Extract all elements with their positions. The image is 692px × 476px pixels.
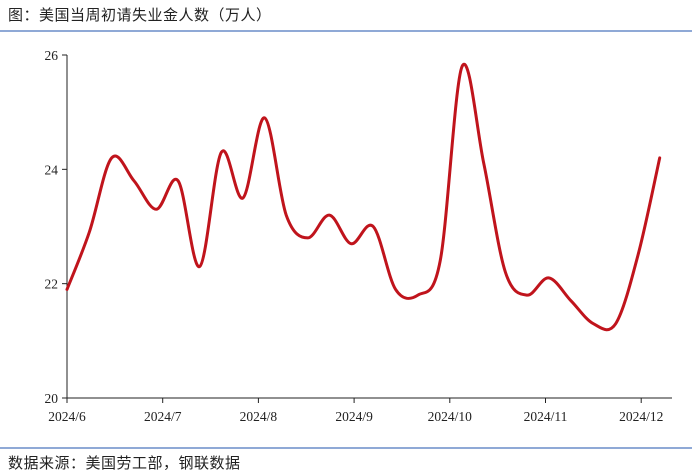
- x-tick-label: 2024/8: [240, 409, 278, 424]
- y-tick-label: 22: [45, 277, 59, 292]
- chart-series: [65, 62, 662, 332]
- x-tick-label: 2024/11: [524, 409, 568, 424]
- bottom-divider: [0, 447, 692, 449]
- chart-axes: [66, 55, 672, 399]
- x-tick-label: 2024/6: [48, 409, 86, 424]
- y-tick-label: 26: [45, 48, 59, 63]
- chart-title: 图：美国当周初请失业金人数（万人）: [8, 6, 272, 24]
- series-line: [65, 62, 662, 332]
- x-tick-label: 2024/9: [335, 409, 373, 424]
- x-tick-label: 2024/7: [144, 409, 182, 424]
- source-note: 数据来源：美国劳工部，钢联数据: [8, 454, 241, 472]
- chart-ticks: 20 22 24 26 2024/6 2024/7 2024/8 2024/9 2024/10 2…: [45, 48, 664, 424]
- x-tick-label: 2024/10: [428, 409, 473, 424]
- y-tick-label: 24: [45, 162, 59, 177]
- x-tick-label: 2024/12: [619, 409, 663, 424]
- y-tick-label: 20: [45, 391, 59, 406]
- top-divider: [0, 30, 692, 32]
